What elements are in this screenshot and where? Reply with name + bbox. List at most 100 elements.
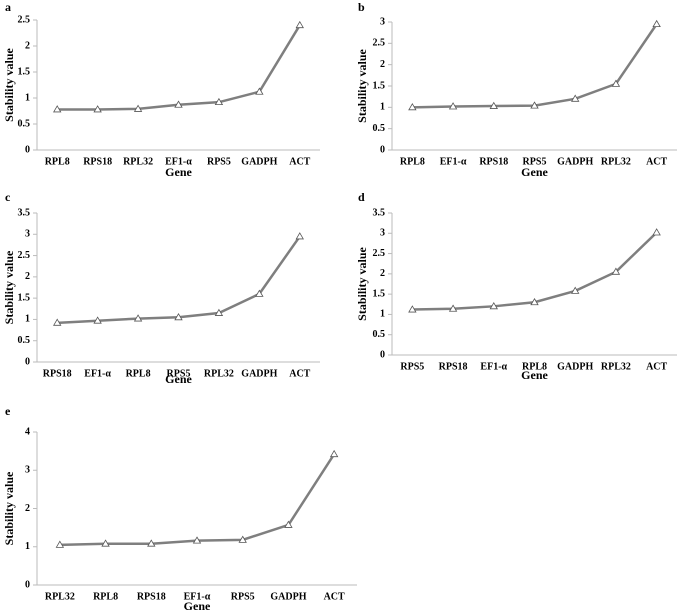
x-tick-label: RPL8: [522, 361, 547, 372]
y-tick-label: 1.5: [18, 66, 31, 77]
y-tick-label: 3: [380, 16, 385, 27]
x-tick-label: RPS5: [523, 156, 547, 167]
x-tick-label: ACT: [646, 361, 667, 372]
y-tick-label: 0: [380, 349, 385, 360]
x-axis-title: Gene: [165, 372, 192, 386]
data-point: [192, 536, 202, 544]
x-tick-label: EF1-α: [184, 591, 211, 602]
data-point: [489, 302, 498, 310]
data-point: [174, 313, 183, 321]
x-axis-title: Gene: [521, 368, 548, 382]
data-point: [238, 535, 247, 543]
x-tick-label: RPS18: [479, 156, 508, 167]
x-tick-label: GADPH: [270, 591, 306, 602]
panel-label: d: [358, 190, 365, 204]
x-tick-label: EF1-α: [440, 156, 467, 167]
x-tick-label: RPS18: [137, 591, 166, 602]
data-point: [408, 305, 417, 313]
x-tick-label: RPL32: [123, 156, 153, 167]
y-tick-label: 0: [25, 144, 30, 155]
data-point: [101, 539, 110, 547]
series-line: [59, 453, 336, 547]
y-tick-label: 2: [25, 271, 30, 282]
y-tick-label: 0.5: [373, 123, 386, 134]
data-point: [448, 102, 458, 110]
y-tick-label: 2: [25, 503, 30, 514]
x-tick-label: RPS18: [439, 361, 468, 372]
y-tick-label: 1.5: [373, 80, 386, 91]
y-tick-label: 0.5: [18, 118, 31, 129]
x-tick-label: RPS5: [207, 156, 231, 167]
data-point: [571, 286, 580, 294]
x-tick-label: EF1-α: [84, 368, 111, 379]
data-point: [295, 20, 304, 29]
data-point: [611, 267, 621, 275]
y-tick-label: 0.5: [18, 335, 31, 346]
data-point: [448, 304, 458, 312]
x-axis-title: Gene: [521, 165, 548, 179]
x-tick-label: RPL8: [400, 156, 425, 167]
x-tick-label: RPL32: [45, 591, 75, 602]
data-point: [255, 289, 264, 297]
panel-label: c: [5, 190, 11, 204]
x-tick-label: ACT: [646, 156, 667, 167]
data-point: [652, 19, 661, 28]
data-point: [93, 105, 102, 113]
y-tick-label: 0: [25, 356, 30, 367]
y-tick-label: 2: [25, 40, 30, 51]
y-tick-label: 2.5: [18, 14, 31, 25]
data-point: [530, 101, 539, 109]
data-point: [55, 540, 65, 548]
panel-label: e: [5, 404, 11, 418]
data-point: [284, 520, 293, 528]
x-tick-label: RPL32: [601, 361, 631, 372]
x-tick-label: ACT: [324, 591, 345, 602]
data-point: [571, 94, 580, 102]
x-tick-label: RPS5: [231, 591, 255, 602]
x-tick-label: RPS5: [400, 361, 424, 372]
y-tick-label: 1: [25, 314, 30, 325]
series-line: [412, 23, 658, 109]
x-tick-label: GADPH: [557, 361, 593, 372]
y-axis-title: Stability value: [2, 47, 16, 121]
y-tick-label: 2: [380, 59, 385, 70]
data-point: [652, 228, 661, 236]
series-line: [57, 235, 301, 325]
data-point: [147, 539, 156, 547]
y-axis-title: Stability value: [2, 471, 16, 545]
x-tick-label: RPL8: [93, 591, 118, 602]
y-tick-label: 1: [380, 309, 385, 320]
x-axis-title: Gene: [165, 165, 192, 179]
data-point: [93, 316, 102, 324]
x-tick-label: RPL8: [45, 156, 70, 167]
y-axis-title: Stability value: [2, 250, 16, 324]
data-point: [53, 318, 62, 326]
y-tick-label: 1: [25, 92, 30, 103]
y-tick-label: 3.5: [18, 207, 31, 218]
y-tick-label: 2.5: [18, 250, 31, 261]
x-tick-label: RPS5: [167, 368, 191, 379]
data-point: [133, 314, 143, 322]
y-axis-title: Stability value: [355, 246, 369, 320]
y-tick-label: 4: [25, 426, 30, 437]
x-tick-label: GADPH: [241, 368, 277, 379]
x-tick-label: RPL32: [204, 368, 234, 379]
y-axis-title: Stability value: [355, 48, 369, 122]
data-point: [214, 97, 224, 106]
data-point: [611, 79, 621, 87]
data-point: [408, 103, 417, 111]
y-tick-label: 3.5: [373, 207, 386, 218]
x-tick-label: EF1-α: [480, 361, 507, 372]
panel-label: b: [358, 0, 365, 14]
y-tick-label: 1.5: [18, 292, 31, 303]
x-tick-label: GADPH: [241, 156, 277, 167]
x-tick-label: ACT: [289, 368, 310, 379]
data-point: [53, 105, 62, 113]
y-tick-label: 1.5: [373, 288, 386, 299]
data-point: [489, 101, 498, 109]
data-point: [133, 104, 143, 112]
x-tick-label: RPL8: [126, 368, 151, 379]
y-tick-label: 2.5: [373, 248, 386, 259]
x-axis-title: Gene: [184, 599, 211, 613]
